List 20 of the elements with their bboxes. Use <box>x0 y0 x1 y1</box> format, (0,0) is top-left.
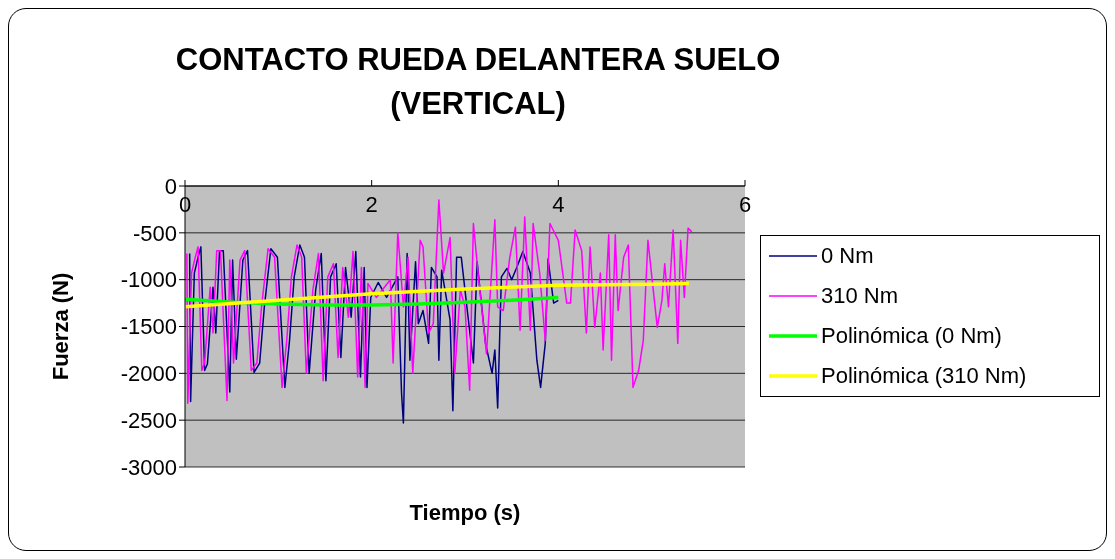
line-series <box>185 281 691 309</box>
legend-label: 310 Nm <box>821 283 899 309</box>
y-tick-label: -3000 <box>120 454 177 480</box>
x-tick-label: 2 <box>365 192 378 217</box>
y-tick-label: -500 <box>132 220 177 246</box>
legend-label: 0 Nm <box>821 243 874 269</box>
y-tick-label: -2000 <box>120 361 177 387</box>
y-tick-label: -1500 <box>120 314 177 340</box>
x-axis-title: Tiempo (s) <box>408 500 522 526</box>
x-tick-label: 6 <box>738 192 752 217</box>
line-series <box>188 244 560 424</box>
chart-title: CONTACTO RUEDA DELANTERA SUELO (VERTICAL) <box>174 41 782 123</box>
legend-label: Polinómica (0 Nm) <box>821 323 1002 349</box>
y-tick-label: -2500 <box>120 407 177 433</box>
x-tick-label: 4 <box>552 192 565 217</box>
y-axis-title: Fuerza (N) <box>47 272 73 381</box>
line-series <box>185 295 561 307</box>
legend-label: Polinómica (310 Nm) <box>821 363 1027 389</box>
y-tick-label: 0 <box>164 173 177 199</box>
y-tick-label: -1000 <box>120 267 177 293</box>
